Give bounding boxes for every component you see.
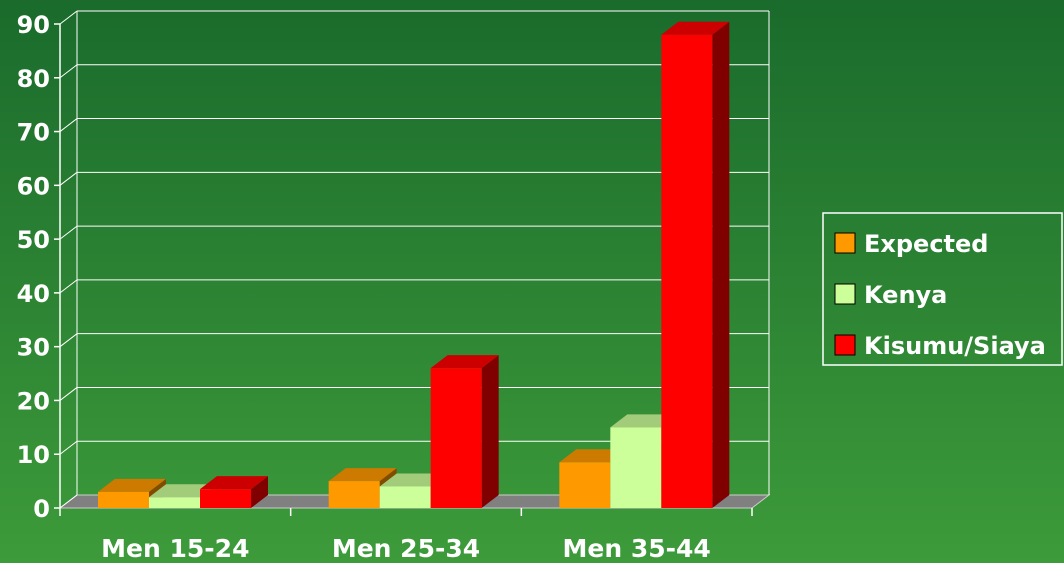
bar bbox=[430, 368, 482, 508]
x-tick-label: Men 35-44 bbox=[563, 534, 711, 563]
y-tick-label: 50 bbox=[17, 226, 50, 254]
bar bbox=[98, 491, 149, 508]
bar bbox=[328, 481, 380, 508]
bar-top bbox=[98, 478, 166, 492]
grid-diagonal bbox=[59, 387, 78, 401]
bar bbox=[559, 462, 611, 508]
grid-diagonal bbox=[59, 118, 78, 132]
legend-label: Kisumu/Siaya bbox=[864, 332, 1046, 360]
bar bbox=[610, 427, 662, 508]
y-tick-label: 20 bbox=[17, 387, 50, 415]
y-tick-label: 40 bbox=[17, 280, 50, 308]
y-tick-label: 10 bbox=[17, 441, 50, 469]
y-tick-label: 90 bbox=[17, 11, 50, 39]
grid-diagonal bbox=[59, 440, 78, 455]
bar-top bbox=[200, 476, 268, 490]
grid-diagonal bbox=[59, 10, 78, 25]
y-tick-label: 70 bbox=[17, 119, 50, 147]
y-tick-label: 60 bbox=[17, 172, 50, 200]
bar-top bbox=[328, 468, 397, 482]
bar bbox=[661, 34, 713, 508]
bar-top bbox=[430, 355, 499, 369]
legend-box bbox=[822, 212, 1063, 366]
legend-label: Expected bbox=[864, 230, 989, 258]
bar-side bbox=[481, 355, 499, 508]
bar-side bbox=[712, 21, 730, 509]
grid-diagonal bbox=[59, 279, 78, 294]
x-tick-label: Men 15-24 bbox=[101, 534, 249, 563]
legend-swatch bbox=[834, 334, 856, 356]
bar-top bbox=[661, 21, 730, 35]
grid-diagonal bbox=[59, 494, 78, 509]
legend-label: Kenya bbox=[864, 281, 947, 309]
grid-diagonal bbox=[59, 333, 78, 348]
bar-side bbox=[251, 476, 268, 508]
y-tick-label: 0 bbox=[33, 495, 50, 523]
bar bbox=[149, 497, 200, 508]
y-tick-label: 80 bbox=[17, 65, 50, 93]
legend-swatch bbox=[834, 283, 856, 305]
bar bbox=[379, 486, 431, 508]
grid-diagonal bbox=[59, 64, 78, 79]
y-tick-label: 30 bbox=[17, 334, 50, 362]
x-tick-label: Men 25-34 bbox=[332, 534, 480, 563]
bar bbox=[200, 489, 251, 508]
grid-diagonal bbox=[59, 171, 78, 186]
legend-swatch bbox=[834, 232, 856, 254]
grid-diagonal bbox=[59, 225, 78, 240]
